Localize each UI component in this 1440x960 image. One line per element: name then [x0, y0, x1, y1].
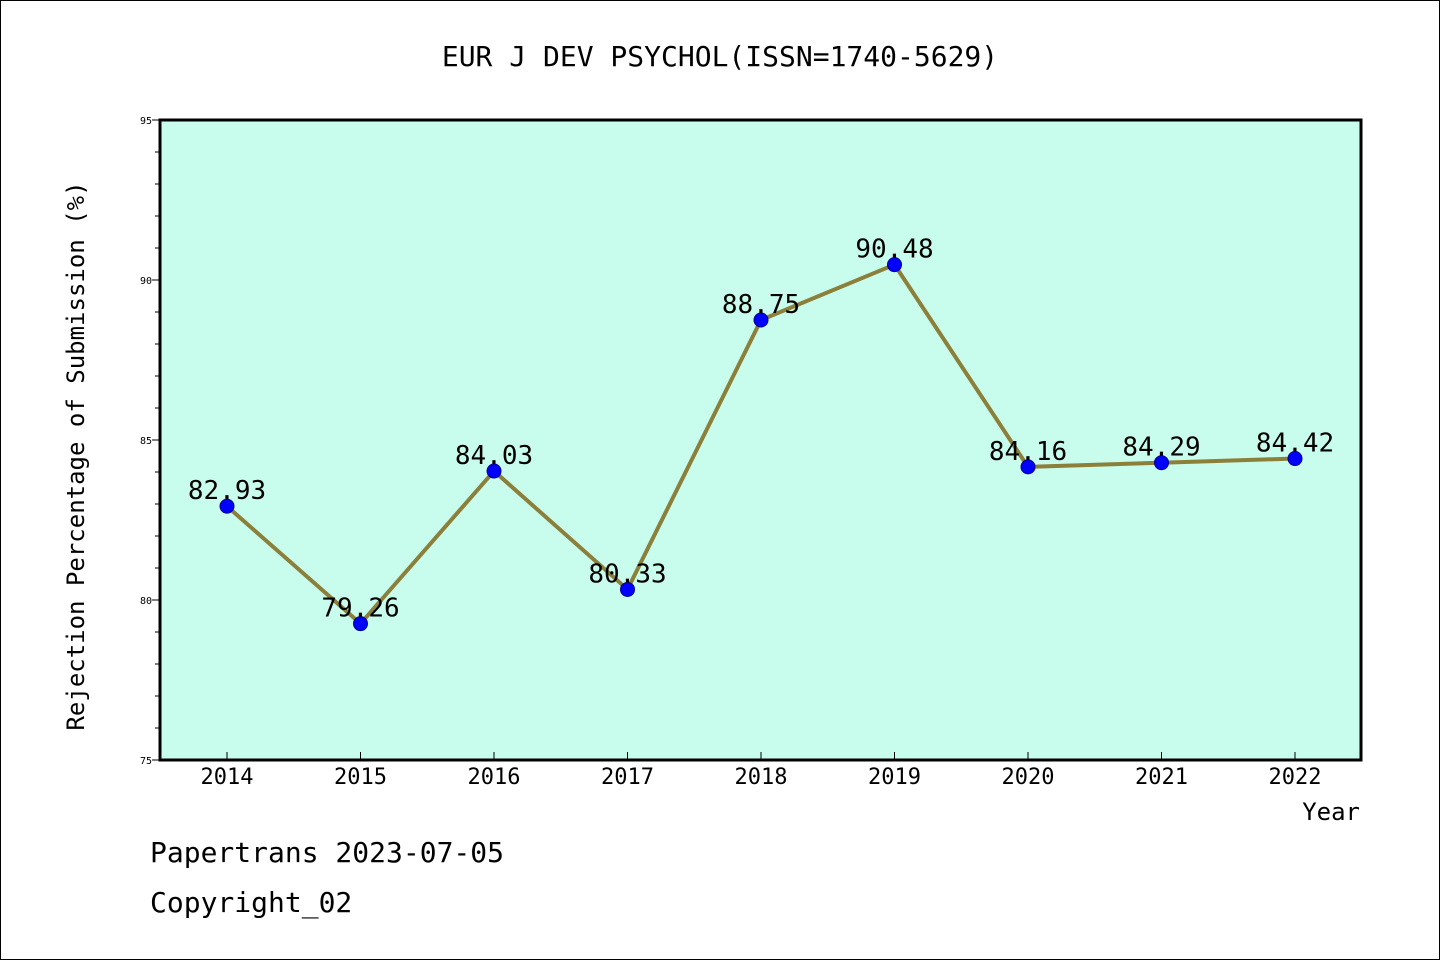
y-axis: 75 80 85 90 95	[140, 116, 160, 767]
y-tick-label: 85	[140, 436, 152, 447]
data-label: 79.26	[321, 594, 399, 624]
x-tick-label: 2018	[735, 765, 788, 790]
data-label: 82.93	[188, 476, 266, 506]
data-label: 88.75	[722, 290, 800, 320]
x-axis-label: Year	[1302, 798, 1360, 826]
x-tick-label: 2022	[1269, 765, 1322, 790]
y-tick-label: 75	[140, 756, 152, 767]
data-label: 84.16	[989, 437, 1067, 467]
footer-credit: Papertrans 2023-07-05	[150, 836, 505, 869]
data-point	[620, 581, 635, 597]
y-tick-label: 95	[140, 116, 152, 127]
x-tick-label: 2017	[601, 765, 654, 790]
x-axis: 2014 2015 2016 2017 2018 2019 2020 2021 2022	[201, 752, 1322, 790]
footer-copyright: Copyright_02	[150, 886, 353, 919]
series-line-group: 82.93 79.26 84.03 80.33 88.75 90.48 84.16 84.29…	[188, 235, 1334, 632]
data-point	[1020, 459, 1036, 475]
data-label: 84.03	[455, 441, 533, 471]
data-point	[219, 498, 235, 514]
data-label: 84.29	[1122, 433, 1200, 463]
x-tick-label: 2016	[468, 765, 521, 790]
data-label: 90.48	[855, 235, 933, 265]
data-point	[753, 312, 769, 328]
x-tick-label: 2014	[201, 765, 254, 790]
x-tick-label: 2020	[1002, 765, 1055, 790]
x-tick-label: 2015	[334, 765, 387, 790]
data-point	[1287, 451, 1303, 467]
y-tick-label: 80	[140, 596, 152, 607]
chart-title: EUR J DEV PSYCHOL(ISSN=1740-5629)	[442, 40, 998, 73]
plot-area	[158, 118, 1363, 762]
data-point	[486, 463, 502, 479]
y-tick-label: 90	[140, 276, 152, 287]
data-label: 84.42	[1256, 429, 1334, 459]
data-point	[353, 616, 368, 632]
data-point	[1154, 455, 1169, 471]
data-point	[887, 257, 902, 273]
x-tick-label: 2021	[1135, 765, 1188, 790]
y-axis-label: Rejection Percentage of Submission (%)	[62, 181, 90, 730]
x-tick-label: 2019	[868, 765, 921, 790]
data-label: 80.33	[588, 559, 666, 589]
